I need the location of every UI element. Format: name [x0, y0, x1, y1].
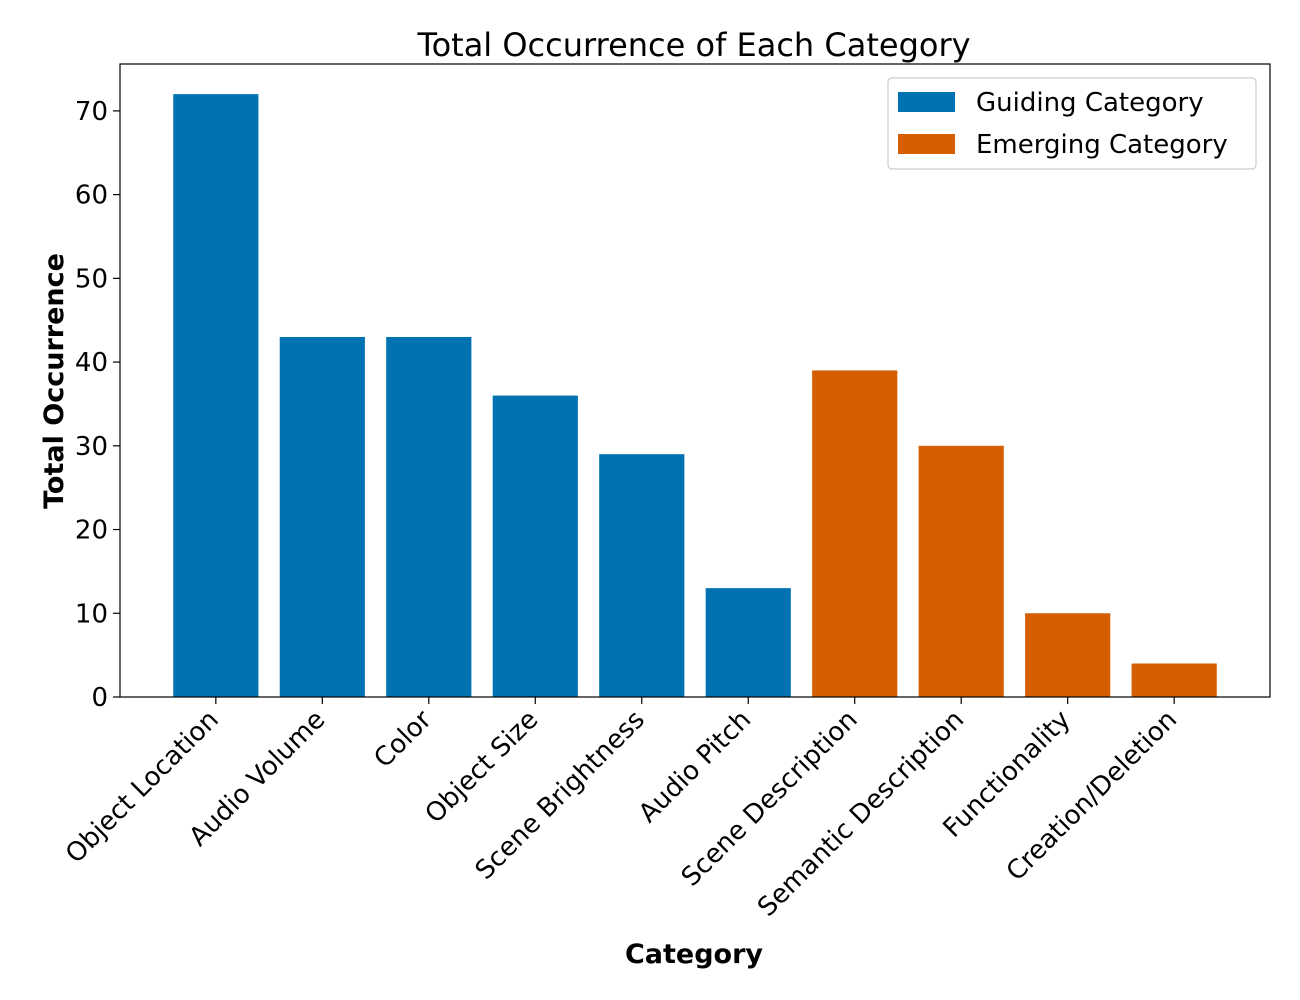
bar-7 [918, 445, 1004, 697]
bar-4 [599, 454, 685, 697]
y-tick-label: 20 [75, 516, 108, 546]
y-tick-label: 30 [75, 432, 108, 462]
bar-3 [492, 395, 578, 697]
bars [173, 94, 1217, 697]
bar-2 [386, 336, 472, 697]
y-axis-label: Total Occurrence [39, 253, 70, 509]
legend-swatch [898, 134, 955, 154]
plot-frame [119, 63, 1271, 698]
y-tick-label: 0 [91, 683, 108, 713]
y-tick-label: 50 [75, 264, 108, 294]
chart-title: Total Occurrence of Each Category [416, 26, 970, 64]
y-tick-label: 40 [75, 348, 108, 378]
bar-9 [1131, 663, 1217, 697]
legend-box [887, 77, 1257, 170]
x-tick-label: Color [369, 705, 438, 774]
legend: Guiding Category Emerging Category [887, 77, 1257, 170]
y-tick-label: 10 [75, 599, 108, 629]
legend-label: Emerging Category [976, 130, 1228, 160]
x-tick-label: Scene Description [676, 705, 864, 893]
y-axis: 0 10 20 30 40 50 60 70 [75, 97, 120, 713]
bar-8 [1025, 613, 1111, 697]
x-tick-label: Semantic Description [752, 705, 970, 923]
bar-1 [279, 336, 365, 697]
bar-5 [705, 588, 791, 697]
legend-swatch [898, 92, 955, 112]
y-tick-label: 60 [75, 181, 108, 211]
y-tick-label: 70 [75, 97, 108, 127]
bar-0 [173, 94, 259, 697]
legend-label: Guiding Category [976, 88, 1204, 118]
bar-6 [812, 370, 898, 697]
x-axis-label: Category [625, 939, 763, 970]
